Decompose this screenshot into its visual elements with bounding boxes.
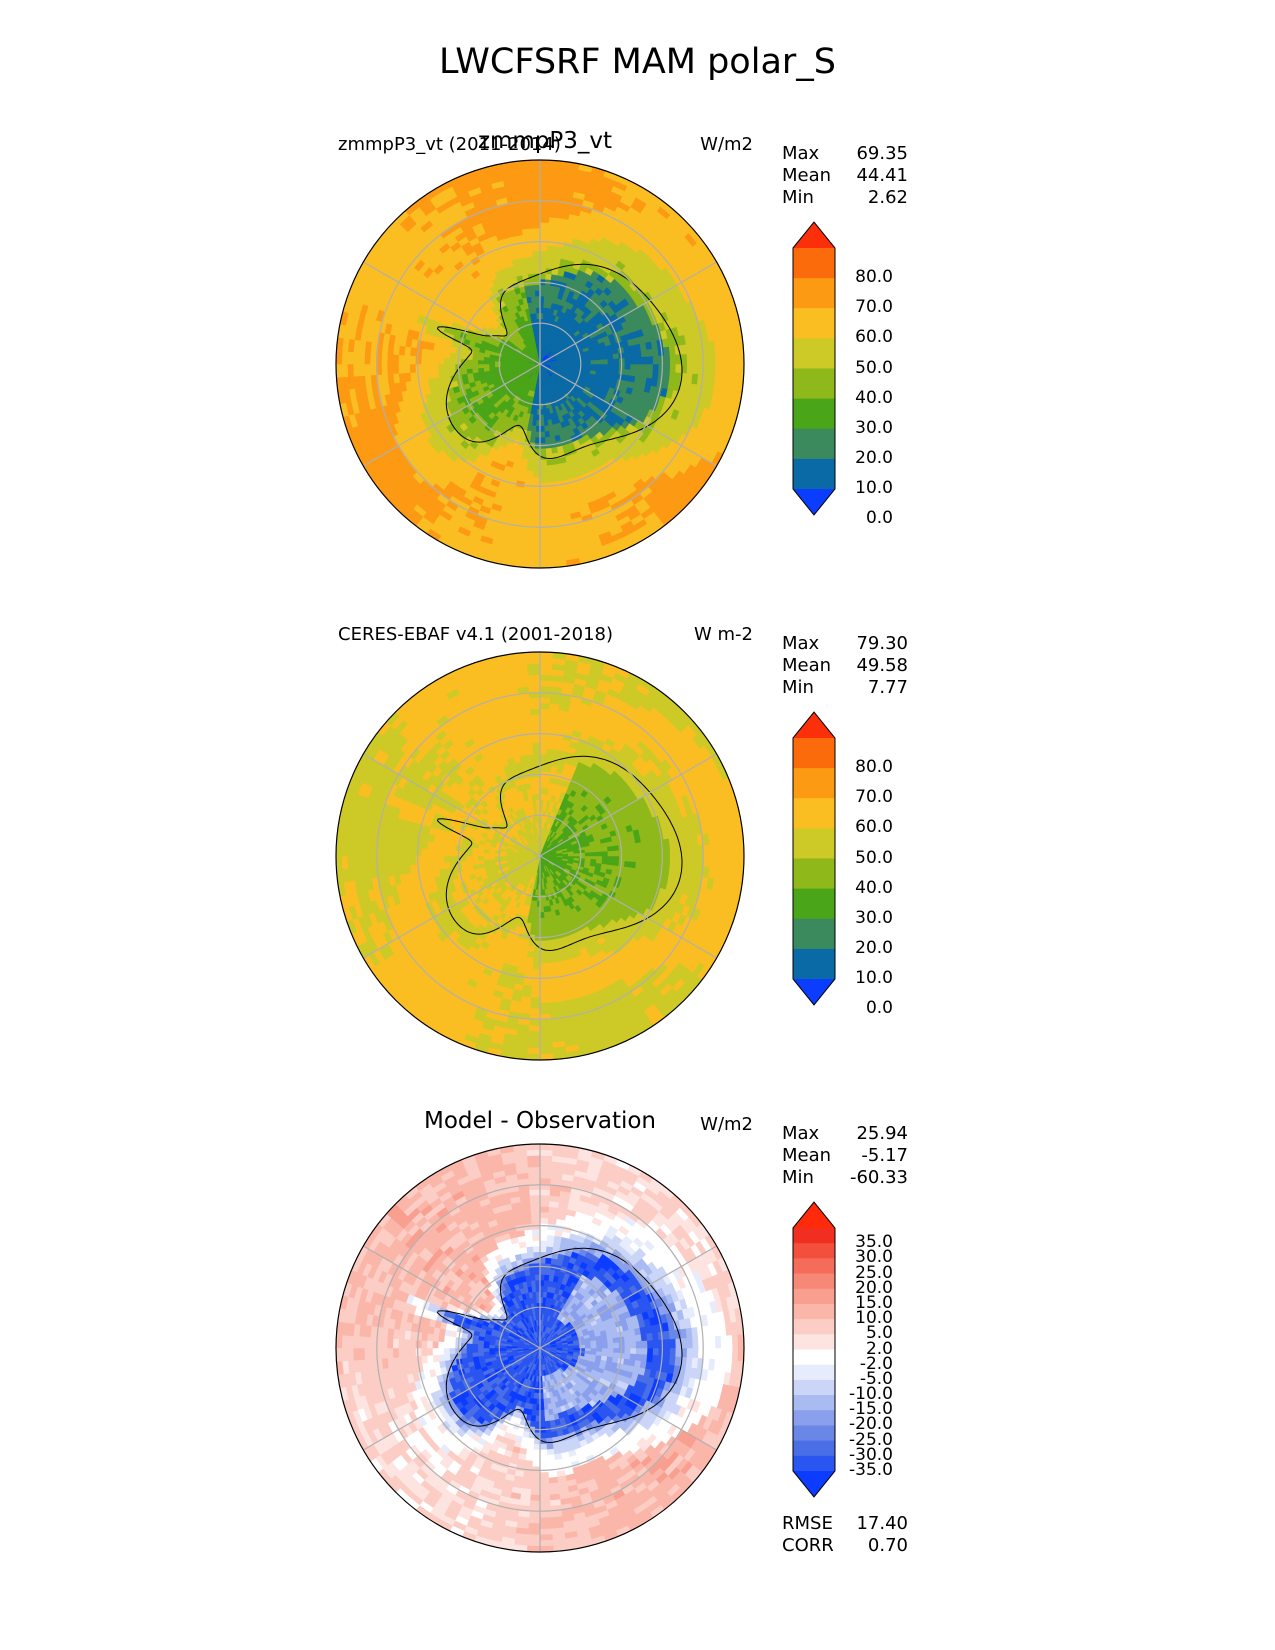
panel2-mean-value: 49.58: [856, 655, 908, 676]
colorbar-tick-label: 80.0: [855, 267, 893, 288]
colorbar-tick-label: 15.0: [855, 1292, 893, 1313]
rmse-value: 17.40: [856, 1513, 908, 1534]
colorbar-tick-label: -10.0: [849, 1384, 893, 1405]
panel1-mean-label: Mean: [782, 165, 832, 186]
colorbar-tick-label: 40.0: [855, 877, 893, 898]
colorbar-tick-label: 30.0: [855, 1247, 893, 1268]
figure-title: LWCFSRF MAM polar_S: [438, 42, 836, 82]
colorbar-tick-label: 50.0: [855, 357, 893, 378]
panel3-stats: Max 25.94 Mean -5.17 Min -60.33: [782, 1123, 908, 1189]
corr-label: CORR: [782, 1535, 834, 1556]
colorbar-tick-label: 35.0: [855, 1232, 893, 1253]
colorbar-tick-label: 80.0: [855, 757, 893, 778]
colorbar-tick-label: 30.0: [855, 907, 893, 928]
coastline-panel-3: [436, 1247, 683, 1444]
graticule-panel-1: [363, 160, 717, 568]
colorbar-tick-label: 60.0: [855, 327, 893, 348]
corr-value: 0.70: [867, 1535, 908, 1556]
colorbar-tick-label: 20.0: [855, 447, 893, 468]
panel2-right-title: W m-2: [693, 624, 753, 645]
panel1-min-value: 2.62: [867, 187, 908, 208]
colorbar-panel-3: [792, 1201, 836, 1498]
colorbar-tick-label: -25.0: [849, 1429, 893, 1450]
panel2-min-value: 7.77: [867, 677, 908, 698]
panel3-min-label: Min: [782, 1167, 814, 1188]
colorbar-panel-1: [792, 221, 836, 516]
panel1-left-title: zmmpP3_vt (2011-2014): [338, 134, 561, 155]
colorbar-tick-label: 50.0: [855, 847, 893, 868]
colorbar-tick-label: -5.0: [859, 1368, 893, 1389]
colorbar-tick-label: 10.0: [855, 478, 893, 498]
colorbar-tick-label: 0.0: [865, 998, 893, 1019]
colorbar-tick-label: 30.0: [855, 417, 893, 438]
panel3-mean-value: -5.17: [861, 1145, 908, 1166]
map-boundary-panel-3: [335, 1143, 745, 1553]
colorbar-tick-label: 60.0: [855, 817, 893, 838]
panel1-center-title: zmmpP3_vt: [477, 128, 613, 154]
panel3-max-label: Max: [782, 1123, 820, 1144]
panel3-mean-label: Mean: [782, 1145, 832, 1166]
panel1-max-label: Max: [782, 143, 820, 164]
panel1-right-title: W/m2: [700, 134, 753, 155]
colorbar-tick-label: 20.0: [855, 937, 893, 958]
graticule-panel-2: [363, 652, 717, 1060]
map-boundary-panel-1: [335, 159, 745, 569]
map-boundary-panel-2: [335, 651, 745, 1061]
polar-map-panel-2: [335, 651, 745, 1061]
coastline-panel-1: [436, 263, 683, 460]
colorbar-tick-label: 0.0: [865, 508, 893, 529]
panel2-max-label: Max: [782, 633, 820, 654]
panel1-mean-value: 44.41: [856, 165, 908, 186]
polar-map-panel-1: [335, 159, 745, 569]
colorbar-tick-label: 2.0: [865, 1338, 893, 1359]
colorbar-tick-label: 20.0: [855, 1277, 893, 1298]
panel1-min-label: Min: [782, 187, 814, 208]
colorbar-tick-label: -2.0: [859, 1353, 893, 1374]
panel2-max-value: 79.30: [856, 633, 908, 654]
polar-map-panel-3: [335, 1143, 745, 1553]
panel2-stats: Max 79.30 Mean 49.58 Min 7.77: [782, 633, 908, 699]
colorbar-tick-label: 25.0: [855, 1262, 893, 1283]
colorbar-tick-label: 40.0: [855, 387, 893, 408]
panel3-max-value: 25.94: [856, 1123, 908, 1144]
panel2-mean-label: Mean: [782, 655, 832, 676]
panel1-max-value: 69.35: [856, 143, 908, 164]
graticule-panel-3: [363, 1144, 717, 1552]
colorbar-tick-label: 10.0: [855, 1308, 893, 1329]
panel3-right-title: W/m2: [700, 1114, 753, 1135]
panel1-stats: Max 69.35 Mean 44.41 Min 2.62: [782, 143, 908, 209]
panel2-left-title: CERES-EBAF v4.1 (2001-2018): [338, 624, 614, 645]
colorbar-tick-label: -30.0: [849, 1444, 893, 1465]
colorbar-tick-label: 70.0: [855, 787, 893, 808]
panel2-min-label: Min: [782, 677, 814, 698]
colorbar-tick-label: 10.0: [855, 968, 893, 988]
panel3-min-value: -60.33: [849, 1167, 908, 1188]
panel3-metrics: RMSE 17.40 CORR 0.70: [782, 1513, 908, 1557]
coastline-panel-2: [436, 755, 683, 952]
colorbar-tick-label: -35.0: [849, 1460, 893, 1480]
colorbar-panel-2: [792, 711, 836, 1006]
colorbar-tick-label: 70.0: [855, 297, 893, 318]
field-panel-2: [336, 652, 744, 1060]
colorbar-tick-label: -20.0: [849, 1414, 893, 1435]
rmse-label: RMSE: [782, 1513, 833, 1534]
colorbar-tick-label: 5.0: [865, 1323, 893, 1344]
panel3-center-title: Model - Observation: [423, 1108, 657, 1134]
colorbar-tick-label: -15.0: [849, 1399, 893, 1420]
